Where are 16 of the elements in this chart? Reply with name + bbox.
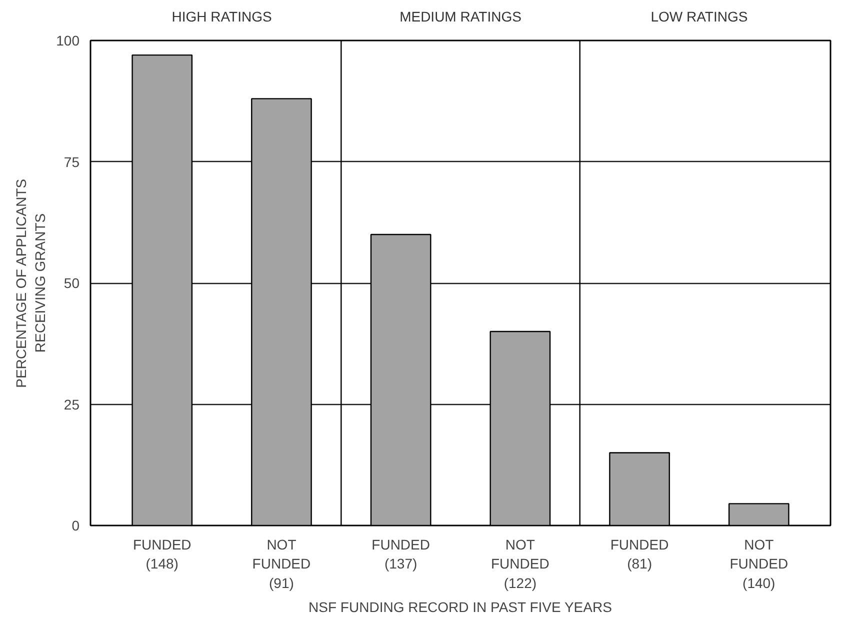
y-tick-label: 100 — [56, 32, 80, 48]
x-tick-label: FUNDED (81) — [610, 536, 669, 572]
x-tick-label: NOT FUNDED (91) — [252, 536, 311, 591]
x-tick-label: NOT FUNDED (122) — [491, 536, 550, 591]
x-axis-title: NSF FUNDING RECORD IN PAST FIVE YEARS — [308, 598, 612, 615]
y-tick-label: 75 — [64, 154, 80, 170]
y-tick-label: 25 — [64, 396, 80, 412]
x-tick-label: NOT FUNDED (140) — [730, 536, 788, 591]
text: MEDIUM RATINGS — [400, 8, 522, 24]
y-tick-label: 50 — [64, 275, 80, 291]
y-axis-title: PERCENTAGE OF APPLICANTS RECEIVING GRANTS — [12, 178, 48, 388]
text: LOW RATINGS — [650, 8, 748, 24]
x-tick-label: FUNDED (137) — [372, 536, 430, 572]
x-tick-label: FUNDED (148) — [132, 536, 192, 572]
y-tick-label: 0 — [72, 518, 80, 534]
text: HIGH RATINGS — [172, 8, 272, 24]
